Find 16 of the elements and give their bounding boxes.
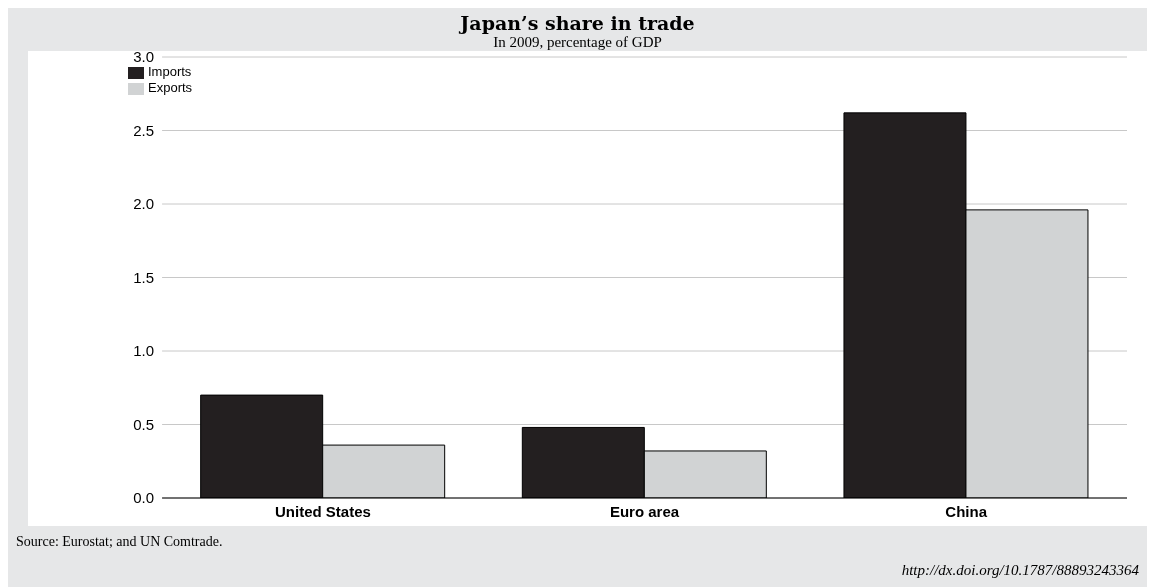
x-tick-label: United States — [274, 502, 371, 520]
y-tick-label: 0.0 — [133, 489, 155, 507]
y-tick-label: 2.5 — [133, 121, 155, 139]
chart-title: Japan’s share in trade — [458, 11, 696, 34]
y-tick-label: 1.5 — [133, 268, 155, 286]
y-tick-label: 0.5 — [133, 415, 155, 433]
text: http://dx.doi.org/10.1787/88893243364 — [900, 562, 1139, 579]
x-tick-label: China — [945, 502, 988, 520]
chart-subtitle: In 2009, percentage of GDP — [493, 34, 662, 50]
x-tick-label: Euro area — [609, 502, 680, 520]
y-tick-label: 2.0 — [133, 195, 155, 213]
source-note: Source: Eurostat; and UN Comtrade. — [16, 534, 224, 550]
legend-label: Exports — [148, 80, 193, 96]
y-tick-label: 1.0 — [133, 342, 155, 360]
legend-label: Imports — [148, 64, 192, 80]
y-tick-label: 3.0 — [133, 48, 155, 66]
